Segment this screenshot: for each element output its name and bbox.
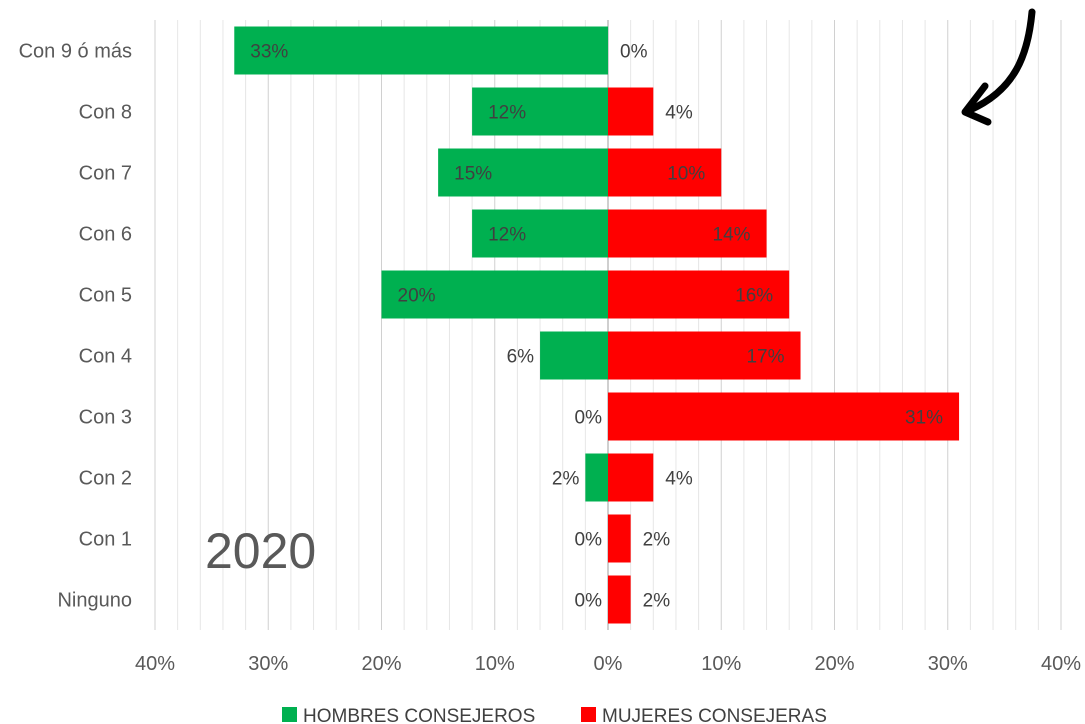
x-tick-label: 20% (814, 653, 854, 675)
category-labels: Con 9 ó más Con 8 Con 7 Con 6 Con 5 Con 4 Con … (19, 41, 132, 612)
category-label: Con 7 (79, 163, 132, 185)
gridlines (154, 20, 1062, 630)
legend-swatch-hombres (282, 707, 297, 722)
x-tick-label: 30% (248, 653, 288, 675)
bar-hombres (472, 87, 608, 136)
data-label-mujeres: 16% (735, 286, 773, 307)
legend-label-mujeres: MUJERES CONSEJERAS (602, 706, 827, 724)
category-label: Con 9 ó más (19, 41, 132, 63)
x-tick-label: 40% (1041, 653, 1081, 675)
data-label-mujeres: 0% (620, 42, 648, 63)
data-label-mujeres: 14% (713, 225, 751, 246)
bar-mujeres (608, 209, 767, 258)
x-tick-label: 40% (135, 653, 175, 675)
curved-arrow-icon (966, 8, 1036, 114)
bar-hombres (234, 26, 608, 75)
bar-mujeres (608, 575, 631, 624)
category-label: Con 5 (79, 285, 132, 307)
legend-swatch-mujeres (581, 707, 596, 722)
x-tick-label: 10% (701, 653, 741, 675)
bar-mujeres (608, 148, 722, 197)
bar-mujeres (608, 87, 654, 136)
data-label-hombres: 0% (575, 530, 603, 551)
data-label-mujeres: 10% (667, 164, 705, 185)
bar-hombres (438, 148, 608, 197)
x-tick-labels: 40% 30% 20% 10% 0% 10% 20% 30% 40% (135, 653, 1081, 675)
bar-hombres (381, 270, 608, 319)
data-label-mujeres: 2% (643, 591, 671, 612)
arrow-head-icon (961, 82, 992, 126)
category-label: Con 1 (79, 529, 132, 551)
bar-mujeres (608, 514, 631, 563)
data-label-mujeres: 4% (665, 469, 693, 490)
bar-mujeres (608, 270, 790, 319)
bars (234, 26, 960, 624)
category-label: Ninguno (57, 590, 132, 612)
data-label-hombres: 0% (575, 591, 603, 612)
data-label-mujeres: 31% (905, 408, 943, 429)
data-label-mujeres: 4% (665, 103, 693, 124)
category-label: Con 4 (79, 346, 132, 368)
x-tick-label: 10% (475, 653, 515, 675)
data-label-hombres: 33% (250, 42, 288, 63)
x-tick-label: 30% (928, 653, 968, 675)
legend: HOMBRES CONSEJEROS MUJERES CONSEJERAS (282, 706, 827, 724)
bar-hombres (472, 209, 608, 258)
bar-hombres (585, 453, 608, 502)
category-label: Con 3 (79, 407, 132, 429)
category-label: Con 6 (79, 224, 132, 246)
year-annotation: 2020 (205, 523, 316, 579)
data-label-hombres: 6% (507, 347, 535, 368)
data-label-hombres: 0% (575, 408, 603, 429)
data-label-hombres: 2% (552, 469, 580, 490)
data-label-mujeres: 17% (746, 347, 784, 368)
data-label-hombres: 20% (398, 286, 436, 307)
legend-label-hombres: HOMBRES CONSEJEROS (303, 706, 535, 724)
data-label-hombres: 15% (454, 164, 492, 185)
data-label-hombres: 12% (488, 103, 526, 124)
data-labels: 33% 0% 12% 4% 15% 10% 12% 14% 20% 16% 6% 17% 0% 31% 2%… (250, 42, 943, 612)
bar-mujeres (608, 453, 654, 502)
bar-mujeres (608, 331, 801, 380)
x-tick-label: 20% (361, 653, 401, 675)
bar-mujeres (608, 392, 960, 441)
x-tick-label: 0% (594, 653, 623, 675)
category-label: Con 8 (79, 102, 132, 124)
data-label-hombres: 12% (488, 225, 526, 246)
category-label: Con 2 (79, 468, 132, 490)
bar-hombres (540, 331, 608, 380)
data-label-mujeres: 2% (643, 530, 671, 551)
